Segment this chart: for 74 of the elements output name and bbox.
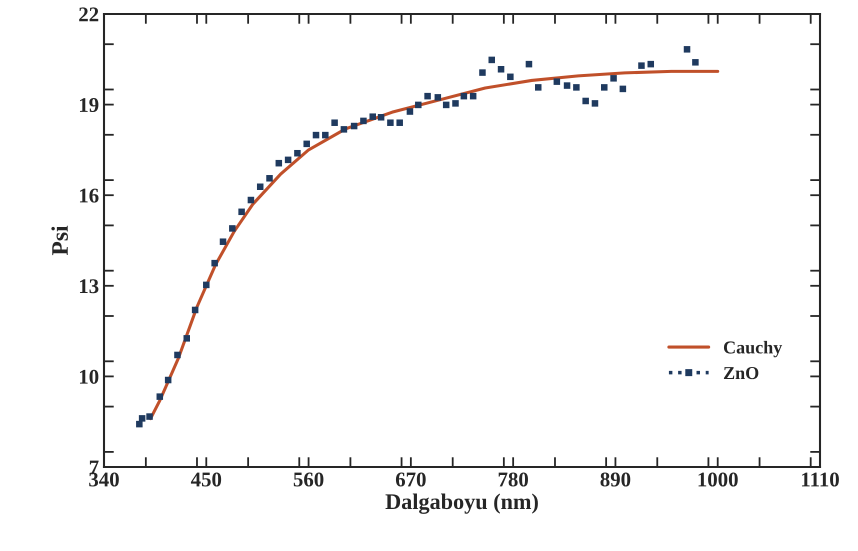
point <box>220 238 226 245</box>
point <box>229 225 236 232</box>
x-tick-label: 670 <box>396 472 426 487</box>
y-axis-title: Psi <box>51 226 68 256</box>
point <box>582 98 589 104</box>
point <box>424 92 431 100</box>
point <box>554 78 560 85</box>
point <box>378 114 384 121</box>
point <box>498 66 504 73</box>
y-tick-label: 16 <box>80 188 99 203</box>
point <box>526 60 532 68</box>
point <box>592 100 598 107</box>
x-axis-title: Dalgaboyu (nm) <box>386 494 538 514</box>
point <box>146 413 153 420</box>
point <box>601 84 608 91</box>
x-tick-label: 890 <box>600 472 630 487</box>
point <box>360 118 367 124</box>
point <box>460 92 468 100</box>
point <box>284 156 292 164</box>
point <box>470 92 476 100</box>
point <box>648 60 654 68</box>
point <box>203 282 210 288</box>
point <box>248 196 254 204</box>
point <box>266 175 273 182</box>
point <box>211 260 218 266</box>
point <box>684 46 690 53</box>
point <box>638 62 645 69</box>
x-tick-label: 560 <box>294 472 324 487</box>
y-tick-label: 7 <box>90 460 99 474</box>
point <box>156 393 164 400</box>
point <box>507 74 514 80</box>
point <box>303 140 310 148</box>
point <box>479 69 486 76</box>
x-tick-label: 1000 <box>698 472 738 487</box>
x-tick-label: 340 <box>89 472 119 487</box>
point <box>192 306 198 314</box>
point <box>396 119 403 126</box>
point <box>387 119 394 126</box>
point <box>184 335 190 342</box>
point <box>174 352 181 358</box>
legend-label: ZnO <box>724 367 758 380</box>
point <box>573 84 580 91</box>
point <box>442 102 450 108</box>
point <box>610 75 617 82</box>
point <box>406 108 414 115</box>
y-tick-label: 10 <box>80 370 98 384</box>
point <box>164 376 172 384</box>
point <box>415 102 422 108</box>
point <box>350 122 358 130</box>
x-tick-label: 450 <box>190 472 222 487</box>
point <box>331 119 338 126</box>
point <box>312 132 320 138</box>
point <box>564 82 570 89</box>
point <box>692 59 699 66</box>
y-tick-label: 13 <box>80 279 98 294</box>
point <box>238 208 245 216</box>
point <box>322 132 329 138</box>
point <box>488 56 496 64</box>
point <box>294 150 301 156</box>
y-tick-label: 22 <box>79 7 98 22</box>
y-tick-label: 19 <box>80 98 98 112</box>
point <box>434 94 442 101</box>
x-tick-label: 1110 <box>802 472 839 487</box>
point <box>369 113 376 120</box>
legend-label: Cauchy <box>724 340 782 358</box>
point <box>256 183 264 190</box>
point <box>138 415 146 422</box>
point <box>534 84 542 91</box>
x-tick-label: 780 <box>498 472 528 487</box>
point <box>340 126 348 133</box>
point <box>620 86 626 92</box>
point <box>452 100 459 107</box>
point <box>136 420 143 428</box>
point <box>276 160 282 166</box>
